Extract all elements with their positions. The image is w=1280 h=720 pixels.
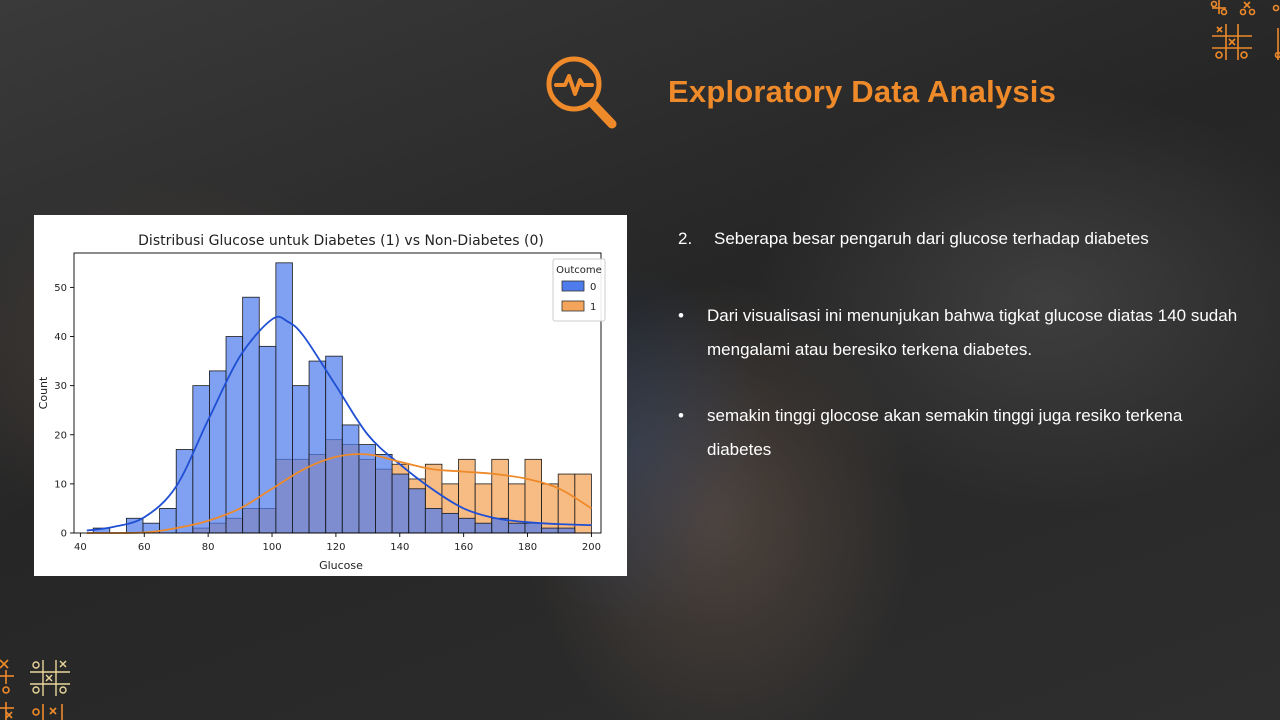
- question-number: 2.: [678, 229, 693, 248]
- x-axis-label: Glucose: [319, 559, 363, 572]
- page-title: Exploratory Data Analysis: [668, 74, 1057, 109]
- bar-outcome-0: [275, 262, 293, 534]
- question-text: 2. Seberapa besar pengaruh dari glucose t…: [678, 222, 1258, 256]
- bullet-text: semakin tinggi glocose akan semakin ting…: [707, 406, 1183, 459]
- y-tick-label: 50: [54, 283, 67, 294]
- bullet-text: Dari visualisasi ini menunjukan bahwa ti…: [707, 306, 1238, 359]
- bar-outcome-0: [408, 488, 426, 534]
- bar-outcome-0: [292, 385, 310, 534]
- bar-outcome-0: [507, 522, 526, 534]
- bar-outcome-0: [391, 473, 410, 534]
- magnifier-pulse-icon: [546, 56, 617, 129]
- kde-line-outcome-0: [86, 315, 592, 532]
- legend-title: Outcome: [556, 265, 602, 276]
- bar-outcome-0: [358, 444, 376, 534]
- bar-outcome-0: [341, 424, 360, 534]
- bar-outcome-0: [125, 517, 144, 534]
- bar-outcome-0: [458, 517, 476, 534]
- x-tick-label: 160: [454, 542, 473, 553]
- x-tick-label: 100: [262, 542, 281, 553]
- bullet-symbol: •: [678, 406, 684, 425]
- bar-outcome-0: [441, 512, 459, 534]
- bullet-item-2: • semakin tinggi glocose akan semakin ti…: [678, 399, 1238, 467]
- plot-frame: [73, 252, 602, 534]
- y-tick-label: 10: [54, 479, 67, 490]
- x-tick-label: 180: [518, 542, 537, 553]
- tic-tac-toe-decor-icon: [1210, 0, 1280, 60]
- bar-outcome-1: [541, 483, 559, 534]
- bar-outcome-0: [209, 370, 227, 534]
- y-tick-label: 30: [54, 381, 67, 392]
- y-tick-label: 40: [54, 332, 67, 343]
- histogram-svg: Distribusi Glucose untuk Diabetes (1) vs…: [37, 233, 606, 572]
- bullet-symbol: •: [678, 306, 684, 325]
- x-tick-label: 80: [202, 542, 215, 553]
- chart-title: Distribusi Glucose untuk Diabetes (1) vs…: [138, 233, 544, 249]
- legend-label-0: 0: [590, 282, 596, 293]
- legend-swatch-0: [561, 280, 585, 292]
- x-tick-label: 140: [390, 542, 409, 553]
- chart-legend: Outcome 0 1: [552, 258, 606, 322]
- bar-outcome-0: [524, 522, 542, 534]
- question-label: Seberapa besar pengaruh dari glucose ter…: [714, 229, 1149, 248]
- bullet-item-1: • Dari visualisasi ini menunjukan bahwa …: [678, 299, 1238, 367]
- legend-label-1: 1: [590, 302, 596, 313]
- x-tick-label: 200: [582, 542, 601, 553]
- bar-outcome-0: [258, 345, 277, 534]
- x-tick-label: 60: [138, 542, 151, 553]
- bar-outcome-0: [192, 385, 210, 534]
- x-tick-label: 40: [74, 542, 87, 553]
- bar-outcome-0: [175, 449, 194, 534]
- bar-outcome-0: [474, 522, 493, 534]
- bar-outcome-0: [375, 454, 393, 534]
- y-tick-label: 20: [54, 430, 67, 441]
- glucose-histogram-chart: Distribusi Glucose untuk Diabetes (1) vs…: [34, 215, 627, 576]
- bar-outcome-0: [541, 527, 559, 534]
- kde-line-outcome-1: [86, 453, 592, 534]
- bars-outcome-0: [92, 262, 576, 534]
- y-tick-label: 0: [61, 529, 67, 540]
- y-axis-label: Count: [37, 376, 50, 409]
- tic-tac-toe-decor-icon: [0, 659, 70, 720]
- legend-swatch-1: [561, 300, 585, 312]
- kde-lines: [86, 315, 592, 534]
- bar-outcome-0: [424, 508, 443, 534]
- bar-outcome-0: [308, 360, 327, 534]
- x-tick-label: 120: [326, 542, 345, 553]
- bar-outcome-0: [557, 527, 576, 534]
